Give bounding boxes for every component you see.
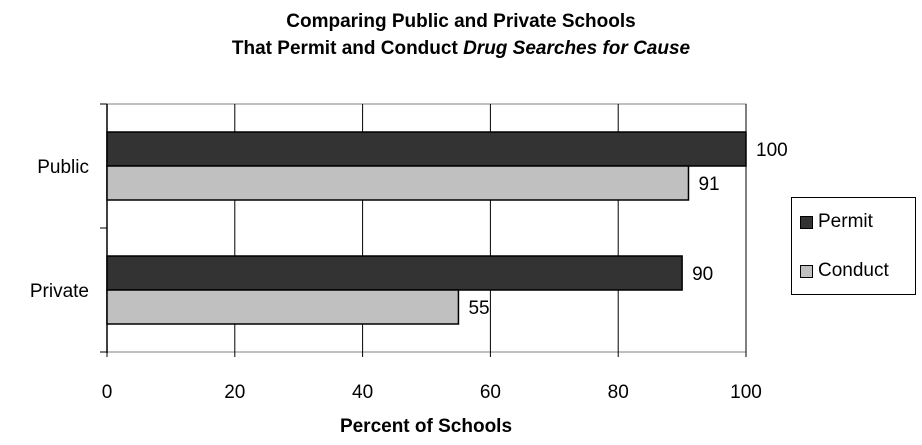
chart-title-line-2-prefix: That Permit and Conduct	[231, 38, 464, 59]
chart-title-line-1: Comparing Public and Private Schools	[286, 11, 636, 32]
x-tick-label-20: 20	[224, 382, 245, 403]
bar-permit-private	[106, 255, 683, 291]
data-labels: 100 91 90 55	[468, 140, 787, 319]
x-tick-label-80: 80	[608, 382, 629, 403]
chart-title: Comparing Public and Private Schools Tha…	[0, 8, 922, 62]
bar-conduct-private	[106, 289, 460, 325]
chart-title-line-2: That Permit and Conduct Drug Searches fo…	[0, 35, 922, 62]
chart-title-line-2-italic: Drug Searches for Cause	[463, 38, 691, 59]
x-tick-label-100: 100	[730, 382, 762, 403]
x-tick-label-40: 40	[352, 382, 373, 403]
legend-item-permit: Permit	[800, 210, 873, 234]
data-label-conduct-public: 91	[698, 174, 719, 195]
data-label-conduct-private: 55	[468, 298, 489, 319]
x-tick-label-0: 0	[102, 382, 113, 403]
y-tick-label-private: Private	[30, 281, 89, 302]
tick-labels: 0 20 40 60 80 100 Public Private	[30, 157, 762, 403]
x-axis-label: Percent of Schools	[340, 416, 512, 437]
data-label-permit-public: 100	[756, 140, 788, 161]
legend: Permit Conduct	[791, 197, 916, 295]
bars	[106, 131, 747, 325]
legend-label-conduct: Conduct	[818, 260, 889, 281]
y-tick-label-public: Public	[37, 157, 89, 178]
data-label-permit-private: 90	[692, 264, 713, 285]
x-tick-label-60: 60	[480, 382, 501, 403]
bar-permit-public	[106, 131, 747, 167]
legend-swatch-conduct	[800, 264, 813, 278]
bar-conduct-public	[106, 165, 690, 201]
legend-label-permit: Permit	[818, 211, 873, 232]
legend-item-conduct: Conduct	[800, 259, 889, 283]
legend-swatch-permit	[800, 215, 813, 229]
